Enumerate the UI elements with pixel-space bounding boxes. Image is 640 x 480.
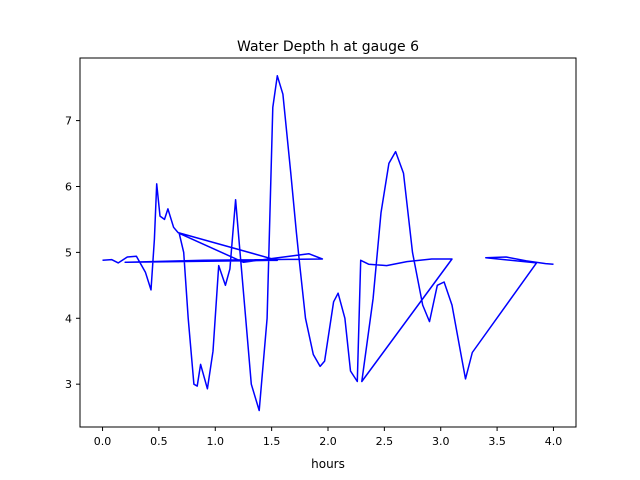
series-line-0: [102, 75, 554, 412]
y-tick-label: 4: [65, 312, 72, 325]
y-axis-ticks: 3 4 5 6 7: [65, 115, 80, 391]
x-tick-label: 2.0: [319, 435, 337, 448]
x-axis-ticks: 0.0 0.5 1.0 1.5 2.0 2.5 3.0 3.5 4.0: [94, 427, 562, 448]
x-tick-label: 0.5: [150, 435, 168, 448]
x-tick-label: 1.0: [207, 435, 225, 448]
x-tick-label: 3.5: [488, 435, 506, 448]
y-tick-label: 5: [65, 246, 72, 259]
x-tick-label: 2.5: [376, 435, 394, 448]
x-axis-label: hours: [311, 457, 345, 471]
chart-title: Water Depth h at gauge 6: [237, 39, 419, 55]
y-tick-label: 6: [65, 180, 72, 193]
x-tick-label: 0.0: [94, 435, 112, 448]
x-tick-label: 3.0: [432, 435, 450, 448]
y-tick-label: 3: [65, 378, 72, 391]
plot-area: [102, 75, 554, 412]
x-tick-label: 1.5: [263, 435, 281, 448]
y-tick-label: 7: [65, 115, 72, 128]
x-tick-label: 4.0: [545, 435, 563, 448]
